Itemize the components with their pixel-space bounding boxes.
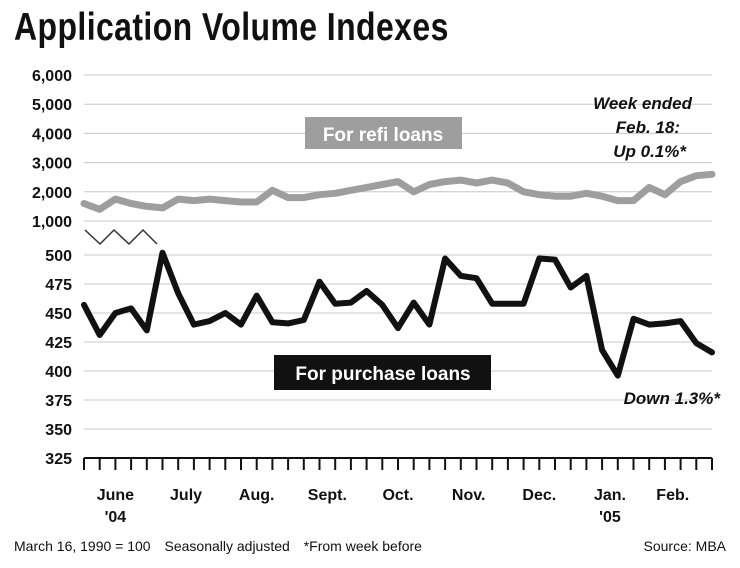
lower-y-tick-label: 500 <box>45 248 72 265</box>
refi-label-box <box>305 117 462 149</box>
adjusted-note: Seasonally adjusted <box>164 538 290 554</box>
axis-break-zigzag <box>84 228 158 246</box>
series-labels: For refi loans For purchase loans <box>274 117 491 390</box>
refi-series-label: For refi loans <box>323 125 443 146</box>
x-month-label: June <box>97 487 134 504</box>
x-year-label: '05 <box>599 509 621 526</box>
x-month-label: Sept. <box>308 487 347 504</box>
source-note: Source: MBA <box>643 538 726 554</box>
x-month-label: Oct. <box>382 487 413 504</box>
footnote: *From week before <box>303 538 422 554</box>
x-month-label: Dec. <box>522 487 556 504</box>
x-month-label: Nov. <box>452 487 485 504</box>
y-axis-tick-labels: 1,000 2,000 3,000 4,000 5,000 6,000 325 350 375 4… <box>32 68 72 468</box>
x-month-label: Aug. <box>239 487 275 504</box>
upper-y-tick-label: 3,000 <box>32 156 72 173</box>
refi-note-line1: Week ended <box>593 94 693 113</box>
refi-note-line3: Up 0.1%* <box>613 142 687 161</box>
x-axis <box>83 457 713 470</box>
x-month-label: July <box>170 487 202 504</box>
upper-y-tick-label: 1,000 <box>32 214 72 231</box>
upper-y-tick-label: 6,000 <box>32 68 72 85</box>
upper-y-tick-label: 4,000 <box>32 126 72 143</box>
x-month-label: Jan. <box>594 487 626 504</box>
lower-y-tick-label: 450 <box>45 306 72 323</box>
x-month-label: Feb. <box>656 487 689 504</box>
x-axis-tick-labels: June '04 July Aug. Sept. Oct. Nov. Dec. Jan. '05 F… <box>97 487 689 526</box>
x-year-label: '04 <box>105 509 127 526</box>
lower-y-tick-label: 325 <box>45 451 72 468</box>
lower-y-tick-label: 425 <box>45 335 72 352</box>
series-lines <box>80 170 716 379</box>
lower-y-tick-label: 350 <box>45 422 72 439</box>
footer-notes: March 16, 1990 = 100 Seasonally adjusted… <box>14 538 432 554</box>
lower-y-tick-label: 375 <box>45 393 72 410</box>
lower-y-tick-label: 400 <box>45 364 72 381</box>
chart-title: Application Volume Indexes <box>14 6 449 49</box>
upper-y-tick-label: 2,000 <box>32 185 72 202</box>
refi-series-line <box>80 170 716 213</box>
lower-y-tick-label: 475 <box>45 277 72 294</box>
purchase-label-box <box>274 355 491 390</box>
base-note: March 16, 1990 = 100 <box>14 538 151 554</box>
refi-note-line2: Feb. 18: <box>616 118 680 137</box>
purchase-series-label: For purchase loans <box>295 364 470 385</box>
axis-break-mark <box>84 228 158 246</box>
upper-y-tick-label: 5,000 <box>32 97 72 114</box>
purchase-series-line <box>81 249 715 379</box>
purchase-note: Down 1.3%* <box>624 389 722 408</box>
annotations: Week ended Feb. 18: Up 0.1%* Down 1.3%* <box>593 94 721 408</box>
